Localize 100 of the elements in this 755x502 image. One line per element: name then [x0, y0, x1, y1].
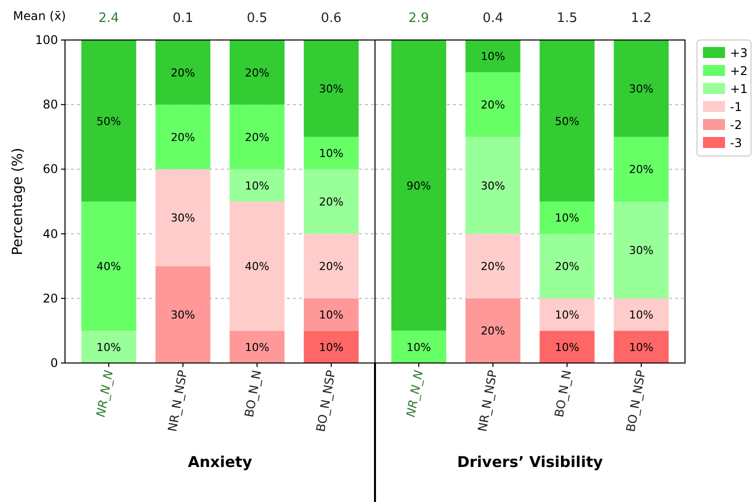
x-tick-label: NR_N_N [94, 369, 116, 418]
x-tick-label: BO_N_NSP [624, 369, 648, 433]
x-tick-label: BO_N_N [552, 369, 574, 418]
x-tick-label: BO_N_N [242, 369, 264, 418]
data-label: 30% [629, 244, 654, 257]
bar [230, 330, 285, 363]
bar [540, 330, 595, 363]
y-tick-label: 20 [42, 291, 58, 306]
data-label: 10% [629, 308, 654, 322]
bar [230, 40, 285, 105]
bar [155, 169, 210, 266]
data-label: 40% [244, 260, 270, 274]
data-label: 50% [554, 114, 580, 128]
data-label: 10% [244, 340, 270, 354]
bar [81, 40, 136, 202]
bar [304, 40, 359, 137]
bar [391, 330, 446, 363]
legend-label: +2 [730, 64, 748, 78]
legend-label: +3 [730, 46, 748, 60]
bar [465, 136, 520, 234]
legend-label: +1 [730, 82, 748, 96]
text: 0.1 [172, 11, 194, 26]
text: 0.5 [246, 11, 268, 26]
y-tick-label: 100 [35, 33, 58, 47]
data-label: 10% [554, 308, 580, 322]
x-tick-label: NR_N_NSP [475, 369, 500, 433]
data-label: 20% [244, 66, 270, 80]
bar [465, 298, 520, 363]
data-label: 30% [170, 308, 196, 322]
bar [465, 40, 520, 72]
data-label: 10% [480, 50, 506, 64]
x-axis-title: Anxiety [188, 453, 252, 471]
data-label: 20% [480, 324, 506, 338]
bar [304, 136, 359, 170]
text: 1.2 [630, 11, 652, 26]
data-label: 40% [96, 260, 121, 274]
y-tick-label: 80 [42, 98, 58, 112]
text: 0.4 [482, 11, 504, 26]
bar [304, 169, 359, 234]
data-label: 20% [554, 260, 580, 274]
x-axis-title: Drivers’ Visibility [457, 453, 604, 471]
legend-label: -1 [730, 100, 742, 114]
data-label: 20% [244, 130, 270, 144]
data-label: 10% [244, 179, 270, 192]
data-label: 10% [319, 340, 344, 354]
data-label: 10% [554, 212, 580, 225]
bar [614, 330, 669, 363]
x-tick-label: BO_N_NSP [314, 369, 338, 433]
legend-label: -2 [730, 118, 742, 132]
data-label: 10% [406, 340, 431, 354]
data-label: 20% [629, 163, 654, 176]
bar [614, 202, 669, 298]
data-label: 20% [480, 260, 506, 274]
bar [540, 234, 595, 298]
data-label: 30% [319, 82, 344, 96]
data-label: 10% [629, 340, 654, 354]
x-tick-label: NR_N_N [404, 369, 426, 418]
data-label: 20% [170, 130, 196, 144]
bar [155, 104, 210, 170]
data-label: 30% [480, 179, 506, 192]
data-label: 20% [319, 196, 344, 208]
data-label: 20% [319, 260, 344, 274]
data-label: 10% [554, 340, 580, 354]
bar [230, 169, 285, 202]
text: 1.5 [556, 11, 578, 26]
data-label: 10% [96, 340, 121, 354]
bar [304, 330, 359, 363]
bar [81, 202, 136, 331]
data-label: 10% [319, 308, 344, 322]
y-tick-label: 0 [50, 356, 58, 370]
bar [614, 40, 669, 137]
bar [391, 40, 446, 331]
bar [465, 234, 520, 298]
text: 2.4 [98, 11, 120, 26]
data-label: 20% [480, 98, 506, 112]
bar [304, 234, 359, 298]
bar [155, 266, 210, 363]
text: 2.9 [408, 11, 430, 26]
data-label: 10% [319, 147, 344, 160]
y-axis-title: Percentage (%) [10, 148, 26, 256]
data-label: 20% [170, 66, 196, 80]
data-label: 90% [406, 179, 431, 192]
bar [81, 330, 136, 363]
y-tick-label: 60 [42, 162, 58, 176]
bar [540, 298, 595, 331]
bar [614, 298, 669, 331]
y-tick-label: 40 [42, 226, 58, 241]
data-label: 30% [629, 82, 654, 96]
bar [155, 40, 210, 105]
bar [540, 202, 595, 234]
bar [540, 40, 595, 202]
bar [465, 72, 520, 137]
x-tick-label: NR_N_NSP [165, 369, 190, 433]
data-label: 30% [170, 212, 196, 225]
text: 0.6 [320, 11, 342, 26]
bar [230, 104, 285, 170]
bar [304, 298, 359, 331]
data-label: 50% [96, 114, 121, 128]
bar [614, 136, 669, 202]
bar [230, 202, 285, 331]
